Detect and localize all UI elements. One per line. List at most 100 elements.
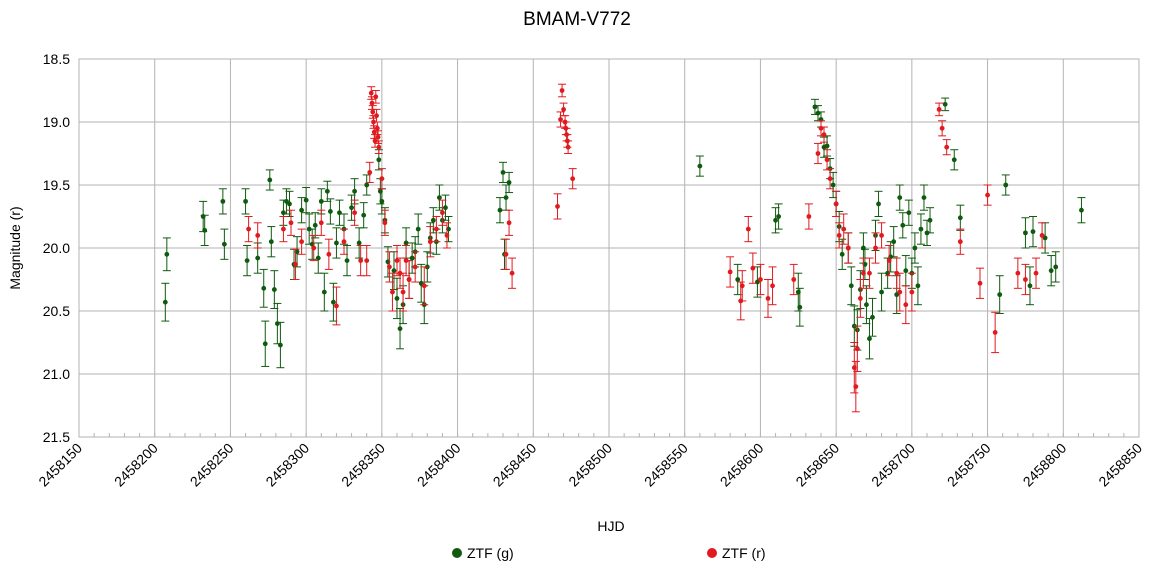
data-point: [364, 182, 370, 188]
plot-area: [161, 83, 1086, 413]
data-point: [944, 144, 950, 150]
data-point: [870, 314, 875, 320]
data-point: [836, 233, 842, 238]
data-point: [1030, 229, 1036, 235]
data-point: [281, 226, 286, 232]
x-tick-label: 2458500: [565, 440, 615, 490]
x-axis-title: HJD: [597, 518, 624, 534]
data-point: [1033, 270, 1039, 276]
data-point: [1027, 283, 1033, 289]
data-point: [374, 125, 380, 131]
data-point: [394, 296, 400, 301]
data-point: [379, 176, 385, 182]
data-point: [735, 277, 741, 282]
data-point: [830, 182, 836, 188]
y-axis: 18.5 19.0 19.5 20.0 20.5 21.0 21.5: [43, 51, 70, 445]
data-point: [909, 289, 915, 295]
data-point: [412, 264, 418, 270]
data-point: [879, 289, 884, 295]
y-tick-label: 21.5: [43, 429, 70, 445]
data-point: [921, 195, 927, 201]
x-tick-label: 2458800: [1020, 440, 1070, 490]
data-point: [352, 188, 357, 194]
x-tick-label: 2458400: [414, 440, 464, 490]
x-tick-label: 2458750: [944, 440, 994, 490]
data-point: [379, 198, 385, 204]
data-point: [1015, 270, 1021, 276]
data-point: [326, 251, 332, 257]
data-point: [845, 245, 851, 251]
data-point: [437, 195, 442, 201]
data-point: [570, 176, 576, 182]
legend: ZTF (g) ZTF (r): [452, 545, 766, 561]
data-point: [382, 220, 388, 226]
data-point: [356, 240, 362, 246]
data-point: [833, 201, 839, 207]
data-point: [927, 217, 933, 223]
data-point: [1023, 230, 1028, 236]
data-point: [287, 201, 292, 207]
data-point: [352, 210, 357, 216]
data-point: [861, 270, 866, 276]
data-point: [1003, 182, 1009, 188]
data-point: [985, 192, 990, 198]
data-point: [997, 292, 1003, 298]
data-point: [421, 283, 427, 289]
data-point: [318, 198, 324, 204]
data-point: [373, 94, 379, 100]
x-tick-label: 2458850: [1095, 440, 1145, 490]
data-point: [370, 109, 376, 115]
chart-title: BMAM-V772: [523, 9, 631, 30]
data-point: [839, 251, 845, 257]
data-point: [164, 251, 170, 257]
data-point: [503, 195, 509, 201]
y-tick-label: 21.0: [43, 366, 70, 382]
data-point: [750, 265, 756, 271]
data-point: [558, 117, 563, 122]
data-point: [202, 227, 208, 233]
data-point: [271, 287, 277, 292]
data-point: [939, 125, 945, 131]
data-point: [912, 245, 918, 251]
data-point: [390, 289, 395, 295]
data-point: [409, 255, 415, 261]
data-point: [315, 255, 321, 261]
data-point: [915, 283, 921, 289]
data-point: [900, 222, 906, 228]
data-point: [1048, 268, 1054, 274]
data-point: [443, 205, 448, 211]
data-point: [827, 176, 833, 182]
data-point: [268, 239, 274, 245]
data-point: [374, 113, 379, 119]
data-point: [334, 303, 339, 309]
data-point: [509, 270, 515, 276]
data-point: [368, 90, 374, 96]
y-tick-label: 19.5: [43, 177, 70, 193]
data-point: [1053, 264, 1059, 270]
data-point: [221, 241, 227, 247]
data-point: [853, 384, 859, 389]
x-tick-label: 2458350: [338, 440, 388, 490]
x-tick-label: 2458300: [262, 440, 312, 490]
data-point: [903, 302, 909, 308]
data-point: [727, 269, 733, 275]
legend-marker-g: [452, 548, 462, 558]
data-point: [262, 341, 268, 347]
data-point: [376, 157, 382, 163]
data-point: [821, 132, 827, 138]
data-point: [773, 217, 778, 223]
data-point: [255, 233, 261, 238]
data-point: [745, 226, 751, 232]
data-point: [406, 277, 412, 282]
grid: [78, 58, 1140, 438]
data-point: [162, 299, 168, 305]
data-point: [897, 195, 903, 201]
data-point: [427, 239, 433, 245]
data-point: [344, 258, 350, 263]
data-point: [312, 222, 318, 228]
data-point: [375, 134, 381, 140]
data-point: [867, 336, 872, 342]
data-point: [697, 163, 703, 169]
data-point: [957, 239, 963, 245]
